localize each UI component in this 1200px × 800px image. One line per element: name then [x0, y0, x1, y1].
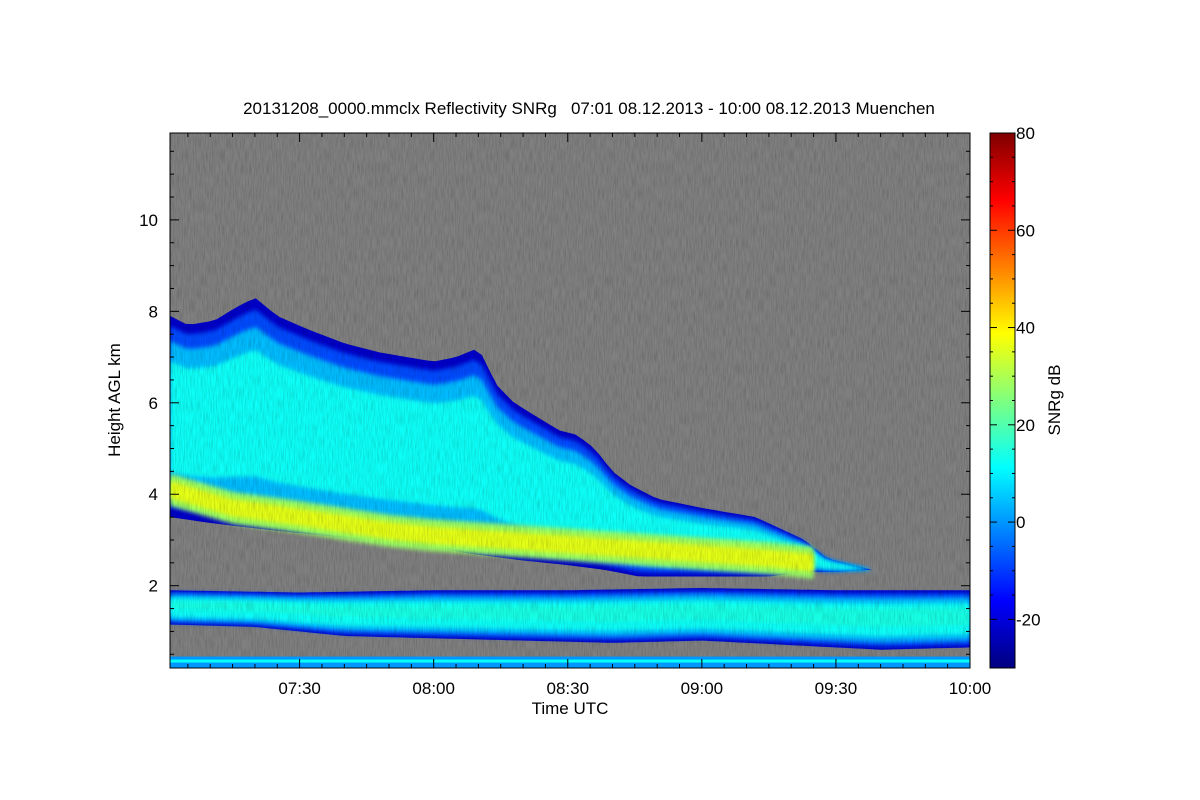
ground-clutter-core	[170, 659, 970, 663]
colorbar-tick-label: 40	[1016, 319, 1035, 338]
x-tick-label: 09:00	[681, 679, 724, 698]
y-axis: 2 4 6 8 10	[139, 150, 970, 655]
colorbar-tick-label: 60	[1016, 221, 1035, 240]
y-axis-label: Height AGL km	[105, 343, 124, 457]
y-tick-label: 10	[139, 211, 158, 230]
colorbar-ticks: -20 0 20 40 60 80	[990, 124, 1041, 629]
y-tick-label: 6	[149, 394, 158, 413]
y-tick-label: 2	[149, 577, 158, 596]
colorbar-tick-label: 80	[1016, 124, 1035, 143]
x-tick-label: 07:30	[278, 679, 321, 698]
colorbar-tick-label: 20	[1016, 416, 1035, 435]
x-tick-label: 08:00	[412, 679, 455, 698]
x-tick-label: 10:00	[949, 679, 992, 698]
chart-title: 20131208_0000.mmclx Reflectivity SNRg 07…	[243, 99, 935, 118]
plot-frame	[169, 132, 971, 669]
colorbar-tick-label: 0	[1016, 513, 1025, 532]
colorbar-tick-label: -20	[1016, 610, 1041, 629]
colorbar: -20 0 20 40 60 80 SNRg dB	[989, 124, 1064, 669]
x-tick-label: 08:30	[546, 679, 589, 698]
x-tick-label: 09:30	[815, 679, 858, 698]
x-axis-label: Time UTC	[532, 699, 609, 718]
colorbar-label: SNRg dB	[1045, 365, 1064, 436]
reflectivity-data	[170, 133, 970, 668]
texture-overlay	[170, 133, 970, 668]
y-tick-label: 8	[149, 302, 158, 321]
y-tick-label: 4	[149, 485, 158, 504]
x-axis: 07:30 08:00 08:30 09:00 09:30 10:00	[187, 133, 992, 698]
colorbar-scale	[989, 132, 1016, 669]
plot-area	[169, 132, 971, 669]
